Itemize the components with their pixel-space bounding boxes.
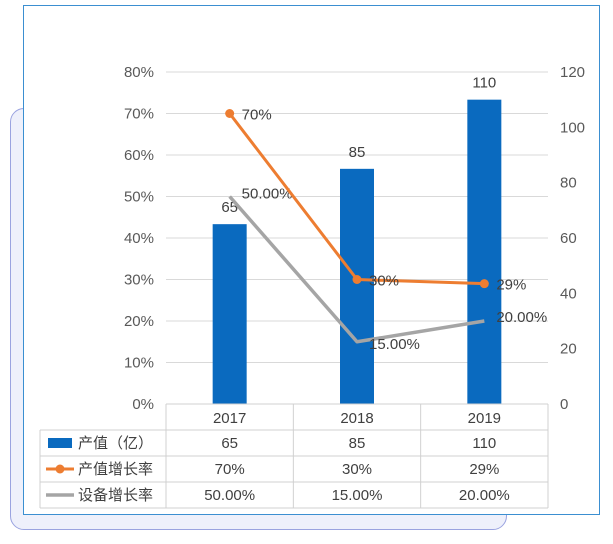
output-growth-data-label: 30% [369,273,399,290]
legend-label: 产值（亿） [78,435,153,452]
bar-data-label: 85 [349,144,366,161]
y-right-tick-label: 80 [560,175,577,192]
output-growth-point [352,275,362,284]
equipment-growth-data-label: 50.00% [242,186,293,203]
bar [340,168,374,404]
y-right-tick-label: 40 [560,285,577,302]
table-cell: 29% [469,461,499,478]
y-left-tick-label: 0% [132,396,154,413]
y-right-tick-label: 120 [560,64,585,81]
output-growth-data-label: 70% [242,107,272,124]
table-cell: 65 [221,435,238,452]
table-cell: 110 [472,435,496,452]
output-growth-data-label: 29% [496,277,526,294]
y-right-tick-label: 0 [560,396,568,413]
legend-key-output [48,438,72,448]
output-growth-point [479,279,489,289]
y-left-tick-label: 40% [124,230,154,247]
y-left-tick-label: 80% [124,64,154,81]
y-right-tick-label: 100 [560,119,585,136]
y-left-tick-label: 20% [124,313,154,330]
y-right-tick-label: 60 [560,230,577,247]
x-category-label: 2019 [468,410,501,427]
legend-key-output-growth-marker [55,464,65,474]
x-category-label: 2018 [340,410,373,427]
equipment-growth-line [228,195,485,344]
y-right-tick-label: 20 [560,341,577,358]
y-left-tick-label: 60% [124,147,154,164]
y-left-tick-label: 10% [124,355,154,372]
table-cell: 15.00% [332,487,383,504]
equipment-growth-data-label: 15.00% [369,336,420,353]
table-cell: 20.00% [459,487,510,504]
legend-label: 设备增长率 [78,487,153,504]
table-cell: 85 [349,435,366,452]
table-cell: 30% [342,461,372,478]
y-left-tick-label: 70% [124,106,154,123]
y-left-tick-label: 50% [124,189,154,206]
equipment-growth-data-label: 20.00% [496,309,547,326]
y-left-tick-label: 30% [124,272,154,289]
output-growth-point [225,109,235,118]
table-cell: 70% [215,461,245,478]
bar-data-label: 110 [472,75,496,92]
bar [212,224,247,404]
table-cell: 50.00% [204,487,255,504]
x-category-label: 2017 [213,410,246,427]
bar [467,99,502,405]
legend-label: 产值增长率 [78,461,153,478]
